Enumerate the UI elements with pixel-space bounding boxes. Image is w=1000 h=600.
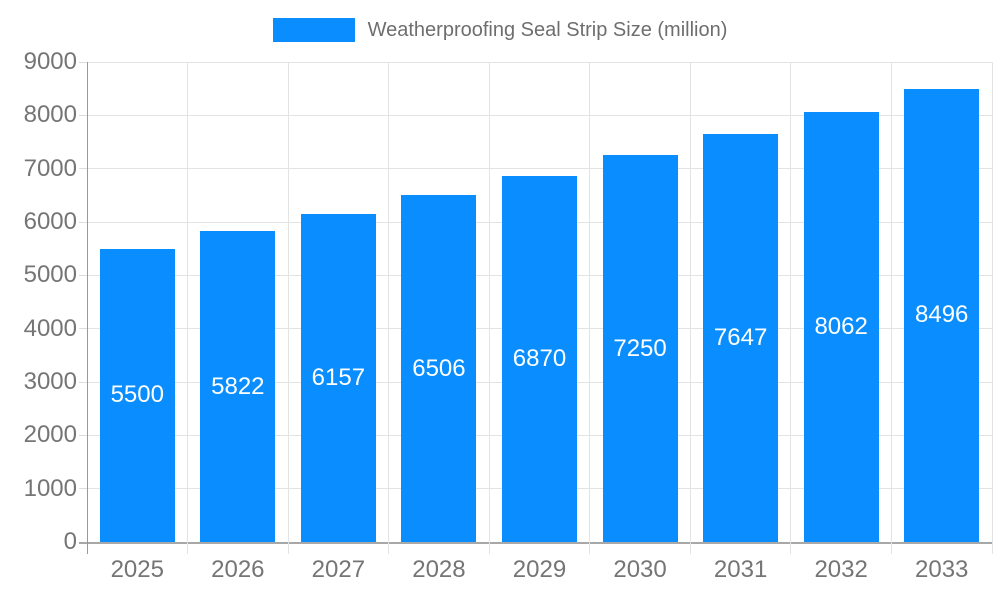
bar-2030[interactable]	[602, 155, 678, 542]
y-tick-label: 0	[63, 528, 77, 555]
y-tick-label: 6000	[23, 208, 77, 235]
x-axis-tick	[187, 542, 189, 554]
y-axis-tick	[79, 434, 87, 436]
x-tick-label: 2030	[613, 556, 667, 583]
y-tick-label: 1000	[23, 474, 77, 502]
bar-2029[interactable]	[502, 175, 577, 542]
x-gridline	[790, 62, 792, 542]
x-tick-label: 2026	[211, 556, 265, 583]
bar-value-label: 8496	[915, 301, 969, 329]
bar-value-label: 6157	[311, 363, 366, 391]
x-gridline	[388, 62, 390, 542]
bar-value-label: 7647	[713, 324, 768, 352]
bar-value-label: 5500	[110, 381, 164, 409]
y-axis-tick	[79, 61, 87, 63]
y-tick-label: 8000	[23, 101, 77, 129]
x-gridline	[890, 62, 892, 542]
bar-value-label: 7250	[613, 334, 667, 362]
x-gridline	[991, 62, 993, 542]
x-gridline	[689, 62, 691, 542]
x-axis-tick	[589, 542, 591, 554]
y-tick-label: 2000	[23, 421, 77, 449]
x-gridline	[488, 62, 490, 542]
x-tick-label: 2033	[915, 556, 969, 583]
bar-2031[interactable]	[703, 134, 779, 542]
x-tick-label: 2032	[814, 556, 868, 583]
legend-swatch-icon	[272, 18, 355, 42]
y-tick-label: 7000	[23, 154, 77, 182]
x-axis-tick	[991, 542, 993, 554]
bar-2027[interactable]	[300, 213, 376, 542]
legend-item[interactable]: Weatherproofing Seal Strip Size (million…	[272, 18, 728, 42]
x-axis-tick	[790, 542, 792, 554]
legend-series-label: Weatherproofing Seal Strip Size (million…	[367, 19, 728, 41]
y-gridline	[87, 61, 992, 63]
y-tick-label: 5000	[23, 261, 77, 289]
y-axis-tick	[79, 274, 87, 276]
bar-2025[interactable]	[99, 248, 175, 542]
x-gridline	[589, 62, 591, 542]
y-axis-line	[86, 62, 88, 554]
x-tick-label: 2028	[412, 556, 466, 583]
x-axis-tick	[388, 542, 390, 554]
bar-2032[interactable]	[803, 112, 879, 542]
x-tick-label: 2031	[713, 556, 768, 583]
x-axis-tick	[890, 542, 892, 554]
x-tick-label: 2025	[110, 556, 164, 583]
y-axis-tick	[79, 221, 87, 223]
bar-2026[interactable]	[200, 231, 276, 542]
chart-legend: Weatherproofing Seal Strip Size (million…	[0, 18, 1000, 42]
y-axis-tick	[79, 328, 87, 330]
bar-value-label: 8062	[814, 313, 868, 340]
x-gridline	[187, 62, 189, 542]
x-gridline	[287, 62, 289, 542]
y-tick-label: 9000	[23, 48, 77, 75]
x-axis-tick	[488, 542, 490, 554]
x-tick-label: 2029	[512, 556, 567, 583]
bar-2028[interactable]	[401, 195, 477, 542]
x-axis-tick	[287, 542, 289, 554]
y-tick-label: 3000	[23, 368, 77, 395]
y-axis-tick	[79, 168, 87, 170]
y-axis-tick	[79, 114, 87, 116]
y-tick-label: 4000	[23, 314, 77, 342]
x-axis-line	[79, 541, 992, 544]
y-gridline	[87, 168, 992, 170]
x-axis-tick	[689, 542, 691, 554]
x-tick-label: 2027	[311, 556, 366, 583]
bar-value-label: 6506	[412, 354, 466, 382]
bar-value-label: 6870	[512, 344, 567, 372]
y-gridline	[87, 114, 992, 116]
y-axis-tick	[79, 381, 87, 383]
bar-value-label: 5822	[211, 372, 265, 400]
y-axis-tick	[79, 488, 87, 490]
bar-2033[interactable]	[904, 88, 980, 542]
